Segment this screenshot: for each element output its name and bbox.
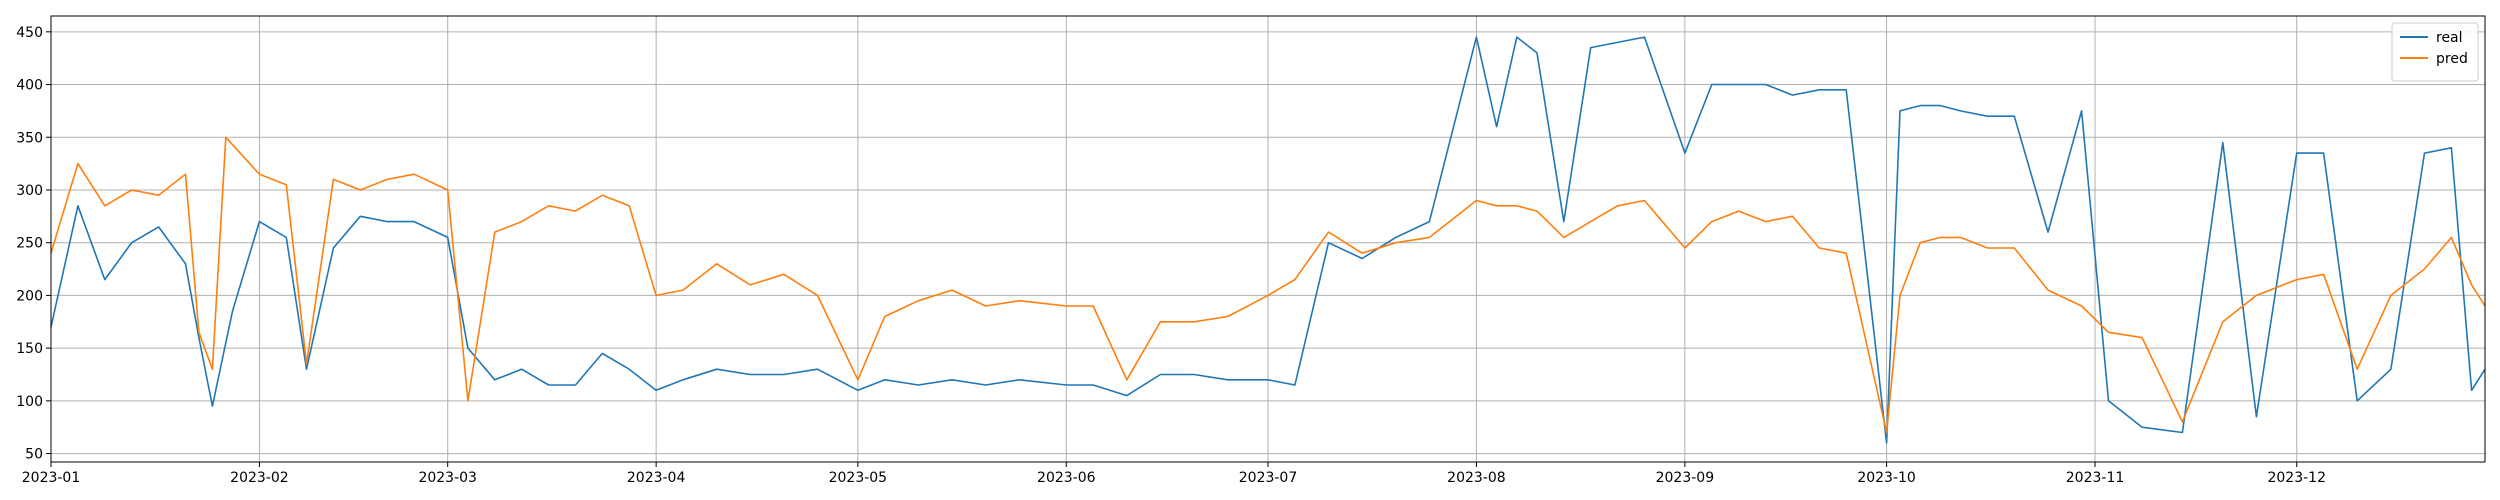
y-tick-label: 300 [16, 183, 43, 199]
x-tick-label: 2023-09 [1656, 470, 1715, 486]
x-tick-label: 2023-03 [418, 470, 477, 486]
y-tick-label: 100 [16, 394, 43, 410]
x-tick-label: 2023-12 [2267, 470, 2326, 486]
y-tick-label: 350 [16, 130, 43, 146]
series-lines [50, 36, 2486, 444]
x-tick-label: 2023-08 [1447, 470, 1506, 486]
x-tick-label: 2023-04 [627, 470, 686, 486]
y-tick-label: 250 [16, 236, 43, 252]
legend: real pred [2391, 22, 2479, 82]
x-tick-label: 2023-02 [230, 470, 289, 486]
grid-lines [50, 16, 2485, 462]
legend-label-real: real [2436, 30, 2463, 46]
x-tick-label: 2023-06 [1037, 470, 1096, 486]
y-tick-label: 150 [16, 341, 43, 357]
y-axis-ticks: 50 100 150 200 250 300 350 400 450 [16, 25, 51, 463]
series-line-pred [50, 136, 2486, 434]
x-tick-label: 2023-07 [1239, 470, 1298, 486]
x-tick-label: 2023-01 [22, 470, 81, 486]
x-tick-label: 2023-11 [2066, 470, 2125, 486]
x-tick-label: 2023-10 [1857, 470, 1916, 486]
x-tick-label: 2023-05 [829, 470, 888, 486]
legend-label-pred: pred [2436, 51, 2468, 67]
y-tick-label: 50 [25, 447, 43, 463]
y-tick-label: 450 [16, 25, 43, 41]
y-tick-label: 400 [16, 78, 43, 94]
y-tick-label: 200 [16, 288, 43, 304]
series-line-real [50, 36, 2486, 444]
x-axis-ticks: 2023-01 2023-02 2023-03 2023-04 2023-05 2023-… [22, 462, 2326, 486]
